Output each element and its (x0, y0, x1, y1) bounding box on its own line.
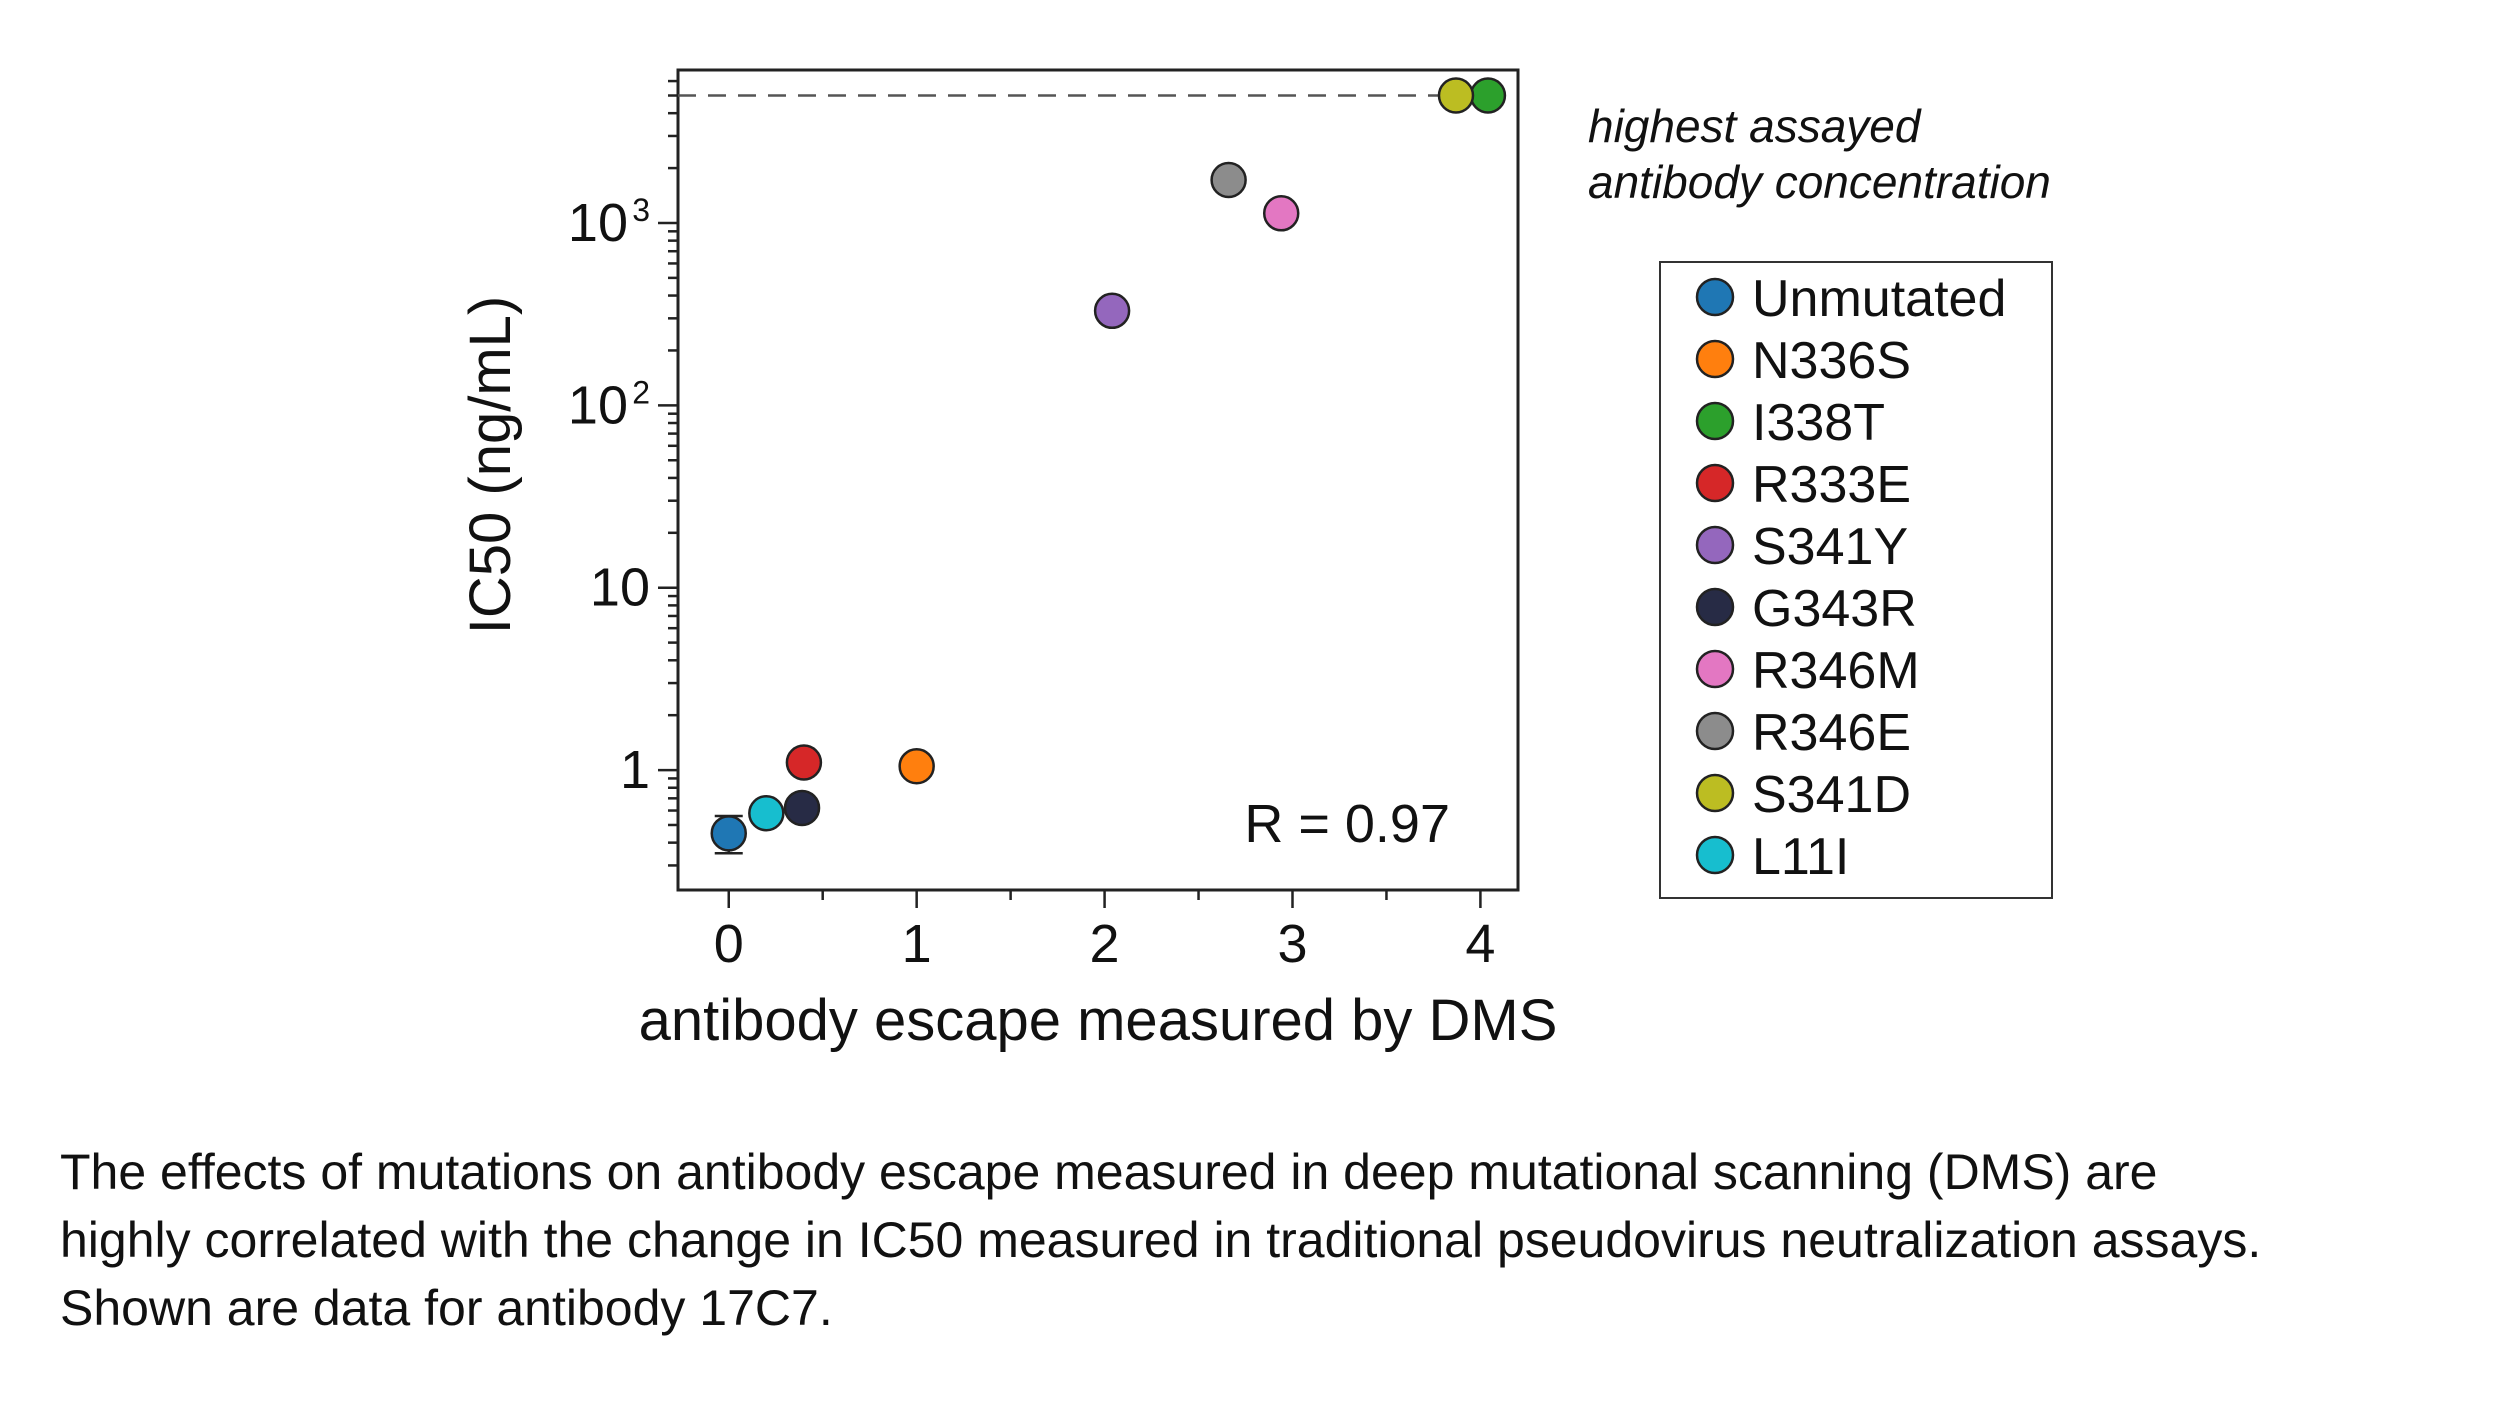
data-point-s341d (1437, 77, 1475, 114)
legend-marker (1695, 711, 1735, 751)
caption-line: Shown are data for antibody 17C7. (60, 1280, 833, 1336)
y-tick-label: 1 (620, 740, 650, 800)
x-tick-label: 0 (714, 914, 744, 974)
data-point-i338t (1469, 77, 1507, 114)
x-tick-label: 4 (1465, 914, 1495, 974)
plot-frame (676, 68, 1520, 892)
legend-marker (1695, 339, 1735, 379)
reference-line-label-line: highest assayed (1588, 100, 1922, 152)
y-tick-label: 10 (568, 375, 628, 435)
legend-label: R346M (1752, 642, 1920, 700)
legend-label: L11I (1752, 828, 1849, 886)
y-tick-label: 10 (568, 193, 628, 253)
y-tick-exponent: 3 (632, 192, 650, 228)
legend-marker (1695, 277, 1735, 317)
legend-label: S341D (1752, 766, 1911, 824)
figure-caption: The effects of mutations on antibody esc… (60, 1138, 2460, 1342)
x-tick-label: 3 (1277, 914, 1307, 974)
data-point-l11i (748, 794, 785, 832)
y-tick-exponent: 2 (632, 374, 650, 410)
x-axis-title: antibody escape measured by DMS (639, 988, 1558, 1053)
legend-marker (1695, 401, 1735, 441)
legend: UnmutatedN336SI338TR333ES341YG343RR346MR… (1695, 270, 2006, 886)
legend-marker (1695, 463, 1735, 503)
legend-marker (1695, 835, 1735, 875)
legend-label: S341Y (1752, 518, 1908, 576)
data-point-r333e (785, 744, 823, 781)
x-tick-label: 1 (902, 914, 932, 974)
caption-line: highly correlated with the change in IC5… (60, 1212, 2262, 1268)
data-point-r346e (1210, 161, 1247, 199)
y-tick-label: 10 (590, 558, 650, 618)
legend-label: Unmutated (1752, 270, 2006, 328)
correlation-annotation: R = 0.97 (1244, 794, 1450, 854)
legend-marker (1695, 649, 1735, 689)
legend-label: R333E (1752, 456, 1911, 514)
legend-marker (1695, 587, 1735, 627)
y-axis-title: IC50 (ng/mL) (458, 296, 523, 634)
data-point-g343r (783, 789, 821, 827)
reference-line-label-line: antibody concentration (1588, 156, 2051, 208)
legend-label: R346E (1752, 704, 1911, 762)
legend-marker (1695, 525, 1735, 565)
caption-line: The effects of mutations on antibody esc… (60, 1144, 2158, 1200)
x-axis: 0 1 2 3 4 (714, 890, 1495, 974)
data-point-unmutated (710, 815, 747, 852)
legend-label: G343R (1752, 580, 1917, 638)
legend-label: N336S (1752, 332, 1911, 390)
data-point-r346m (1262, 195, 1300, 232)
legend-label: I338T (1752, 394, 1885, 452)
data-points (710, 77, 1507, 855)
legend-marker (1695, 773, 1735, 813)
data-point-s341y (1093, 292, 1131, 330)
x-tick-label: 2 (1090, 914, 1120, 974)
data-point-n336s (898, 747, 935, 785)
